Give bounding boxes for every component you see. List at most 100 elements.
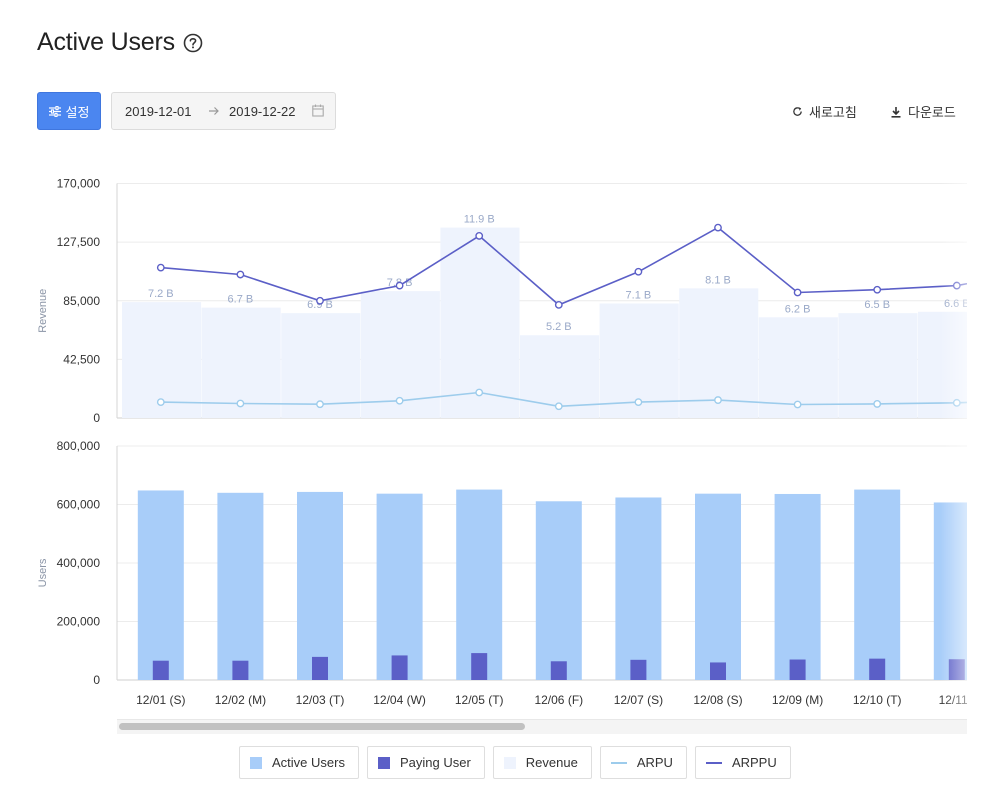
active-users-bar (456, 489, 503, 680)
settings-button[interactable]: 설정 (37, 92, 101, 130)
revenue-data-label: 6.6 B (944, 298, 967, 310)
x-tick-label: 12/05 (T) (455, 693, 504, 707)
active-users-bar (376, 493, 423, 680)
active-users-bar (695, 493, 741, 680)
legend-swatch (705, 761, 722, 764)
sliders-icon (48, 105, 61, 117)
legend-label: Paying User (399, 755, 471, 770)
legend-swatch (250, 756, 262, 769)
legend-swatch (610, 761, 627, 764)
revenue-y-tick-label: 0 (93, 411, 100, 425)
legend-label: Revenue (525, 755, 578, 770)
legend-item-arpu[interactable]: ARPU (599, 746, 687, 779)
download-button[interactable]: 다운로드 (890, 102, 956, 121)
arpu-point (793, 400, 802, 409)
arppu-point (554, 300, 563, 309)
x-tick-label: 12/04 (W) (373, 693, 426, 707)
active-users-bar (137, 490, 184, 680)
page-title: Active Users (37, 28, 175, 56)
revenue-data-label: 6.5 B (864, 299, 890, 311)
revenue-bar (360, 291, 440, 418)
revenue-data-label: 8.1 B (705, 274, 731, 286)
paying-user-bar (550, 661, 567, 680)
paying-user-bar (312, 656, 328, 680)
x-tick-label: 12/10 (T) (853, 693, 902, 707)
date-end[interactable]: 2019-12-22 (229, 104, 296, 119)
legend-label: ARPU (636, 755, 673, 770)
x-tick-label: 12/01 (S) (136, 693, 185, 707)
revenue-y-tick-label: 170,000 (57, 177, 101, 191)
x-tick-label: 12/03 (T) (296, 693, 345, 707)
x-tick-label: 12/11 ( (939, 693, 967, 707)
arpu-point (714, 396, 722, 404)
chart-area: 0 42,500 85,000 127,500 170,000 0 200,000 400,0… (37, 177, 967, 707)
active-users-bar (217, 492, 264, 680)
users-y-tick-label: 0 (93, 673, 100, 687)
arppu-point (793, 288, 802, 297)
users-axis-title: Users (37, 558, 49, 587)
x-tick-label: 12/08 (S) (693, 693, 742, 707)
x-tick-label: 12/09 (M) (772, 693, 823, 707)
refresh-label: 새로고침 (809, 105, 857, 120)
active-users-bar (535, 501, 582, 680)
legend-label: ARPPU (731, 755, 777, 770)
horizontal-scrollbar[interactable] (117, 719, 967, 734)
arppu-point (952, 281, 961, 290)
arppu-point (475, 232, 484, 240)
date-range-picker[interactable]: 2019-12-01 2019-12-22 (111, 92, 336, 130)
arpu-point (156, 398, 165, 407)
revenue-data-label: 6.7 B (228, 294, 254, 306)
revenue-data-label: 6.9 B (307, 299, 333, 311)
users-y-tick-label: 800,000 (57, 439, 101, 453)
arpu-point (554, 402, 563, 411)
scrollbar-thumb[interactable] (119, 723, 525, 730)
legend-item-arppu[interactable]: ARPPU (694, 746, 791, 779)
arpu-line (160, 391, 967, 408)
chart-legend: Active Users Paying User Revenue ARPU ARPPU (239, 746, 799, 779)
arppu-point (316, 296, 324, 305)
arppu-point (156, 263, 165, 272)
arpu-point (952, 398, 961, 407)
arpu-point (873, 400, 882, 408)
x-tick-label: 12/06 (F) (534, 693, 583, 707)
paying-user-bar (789, 659, 806, 680)
x-tick-label: 12/02 (M) (215, 693, 266, 707)
arppu-point (395, 281, 404, 290)
revenue-data-label: 7.2 B (148, 288, 174, 300)
paying-user-bar (630, 659, 647, 680)
revenue-data-label: 5.2 B (546, 321, 572, 333)
x-tick-label: 12/07 (S) (614, 693, 663, 707)
revenue-data-label: 7.1 B (626, 290, 652, 302)
arpu-point (236, 399, 245, 408)
revenue-bar (201, 307, 281, 418)
users-y-tick-label: 400,000 (57, 556, 101, 570)
arpu-point (316, 400, 324, 409)
arppu-point (873, 285, 882, 294)
download-label: 다운로드 (908, 105, 956, 120)
paying-user-bar (232, 660, 249, 680)
page-title-group: Active Users (37, 28, 203, 57)
revenue-y-tick-label: 127,500 (57, 235, 101, 249)
arppu-point (236, 270, 245, 279)
active-users-bar (774, 493, 821, 680)
arppu-line (160, 226, 967, 306)
legend-swatch (503, 756, 516, 769)
revenue-y-tick-label: 85,000 (63, 294, 100, 308)
legend-label: Active Users (272, 755, 345, 770)
paying-user-bar (471, 653, 488, 680)
legend-item-paying-user[interactable]: Paying User (366, 746, 485, 779)
legend-swatch (377, 756, 390, 769)
calendar-icon[interactable] (312, 104, 324, 117)
arpu-point (634, 398, 643, 407)
active-users-bar (297, 491, 343, 680)
legend-item-revenue[interactable]: Revenue (492, 746, 592, 779)
paying-user-bar (948, 659, 965, 680)
paying-user-bar (710, 662, 726, 680)
arrow-right-icon (209, 107, 219, 115)
revenue-data-label: 6.2 B (785, 303, 811, 315)
date-start[interactable]: 2019-12-01 (125, 104, 192, 119)
download-icon (891, 106, 901, 118)
legend-item-active-users[interactable]: Active Users (239, 746, 359, 779)
refresh-button[interactable]: 새로고침 (792, 102, 857, 121)
help-icon[interactable] (183, 33, 203, 53)
